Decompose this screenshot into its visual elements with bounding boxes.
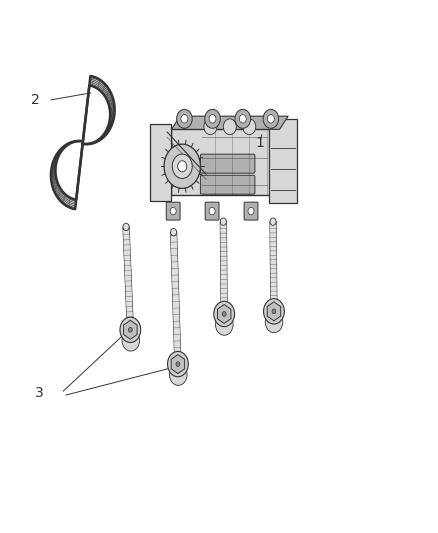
- FancyBboxPatch shape: [269, 119, 297, 203]
- Circle shape: [243, 119, 256, 135]
- Circle shape: [265, 311, 283, 333]
- Polygon shape: [170, 232, 181, 364]
- Circle shape: [264, 298, 284, 324]
- Circle shape: [223, 119, 236, 135]
- Circle shape: [272, 309, 276, 314]
- Circle shape: [177, 109, 192, 128]
- Circle shape: [120, 317, 141, 342]
- Text: 2: 2: [31, 93, 39, 107]
- FancyBboxPatch shape: [244, 202, 258, 220]
- Circle shape: [222, 312, 226, 317]
- Polygon shape: [220, 222, 227, 314]
- Circle shape: [122, 329, 140, 351]
- Circle shape: [181, 115, 188, 123]
- Circle shape: [164, 144, 201, 189]
- Polygon shape: [171, 116, 288, 130]
- Circle shape: [220, 218, 226, 225]
- Circle shape: [178, 161, 187, 172]
- FancyBboxPatch shape: [201, 175, 255, 194]
- Circle shape: [268, 115, 274, 123]
- Circle shape: [123, 223, 129, 231]
- Circle shape: [235, 109, 251, 128]
- Polygon shape: [123, 227, 134, 330]
- Circle shape: [248, 207, 254, 215]
- Circle shape: [214, 301, 235, 327]
- Polygon shape: [267, 302, 281, 321]
- Circle shape: [263, 109, 279, 128]
- Circle shape: [209, 207, 215, 215]
- Circle shape: [170, 364, 187, 385]
- FancyBboxPatch shape: [171, 130, 279, 195]
- Circle shape: [176, 362, 180, 367]
- Polygon shape: [270, 222, 277, 311]
- Text: 1: 1: [256, 135, 265, 150]
- FancyBboxPatch shape: [166, 202, 180, 220]
- Polygon shape: [124, 320, 137, 340]
- Circle shape: [170, 229, 177, 236]
- Polygon shape: [171, 354, 185, 374]
- Circle shape: [205, 109, 220, 128]
- Circle shape: [239, 115, 246, 123]
- FancyBboxPatch shape: [150, 124, 171, 200]
- Polygon shape: [217, 304, 231, 324]
- Circle shape: [128, 327, 132, 332]
- Circle shape: [172, 154, 192, 179]
- Circle shape: [209, 115, 216, 123]
- Circle shape: [270, 218, 276, 225]
- FancyBboxPatch shape: [201, 154, 255, 173]
- Circle shape: [168, 351, 188, 377]
- FancyBboxPatch shape: [205, 202, 219, 220]
- Text: 3: 3: [35, 386, 44, 400]
- Circle shape: [204, 119, 217, 135]
- Circle shape: [215, 314, 233, 335]
- Circle shape: [170, 207, 176, 215]
